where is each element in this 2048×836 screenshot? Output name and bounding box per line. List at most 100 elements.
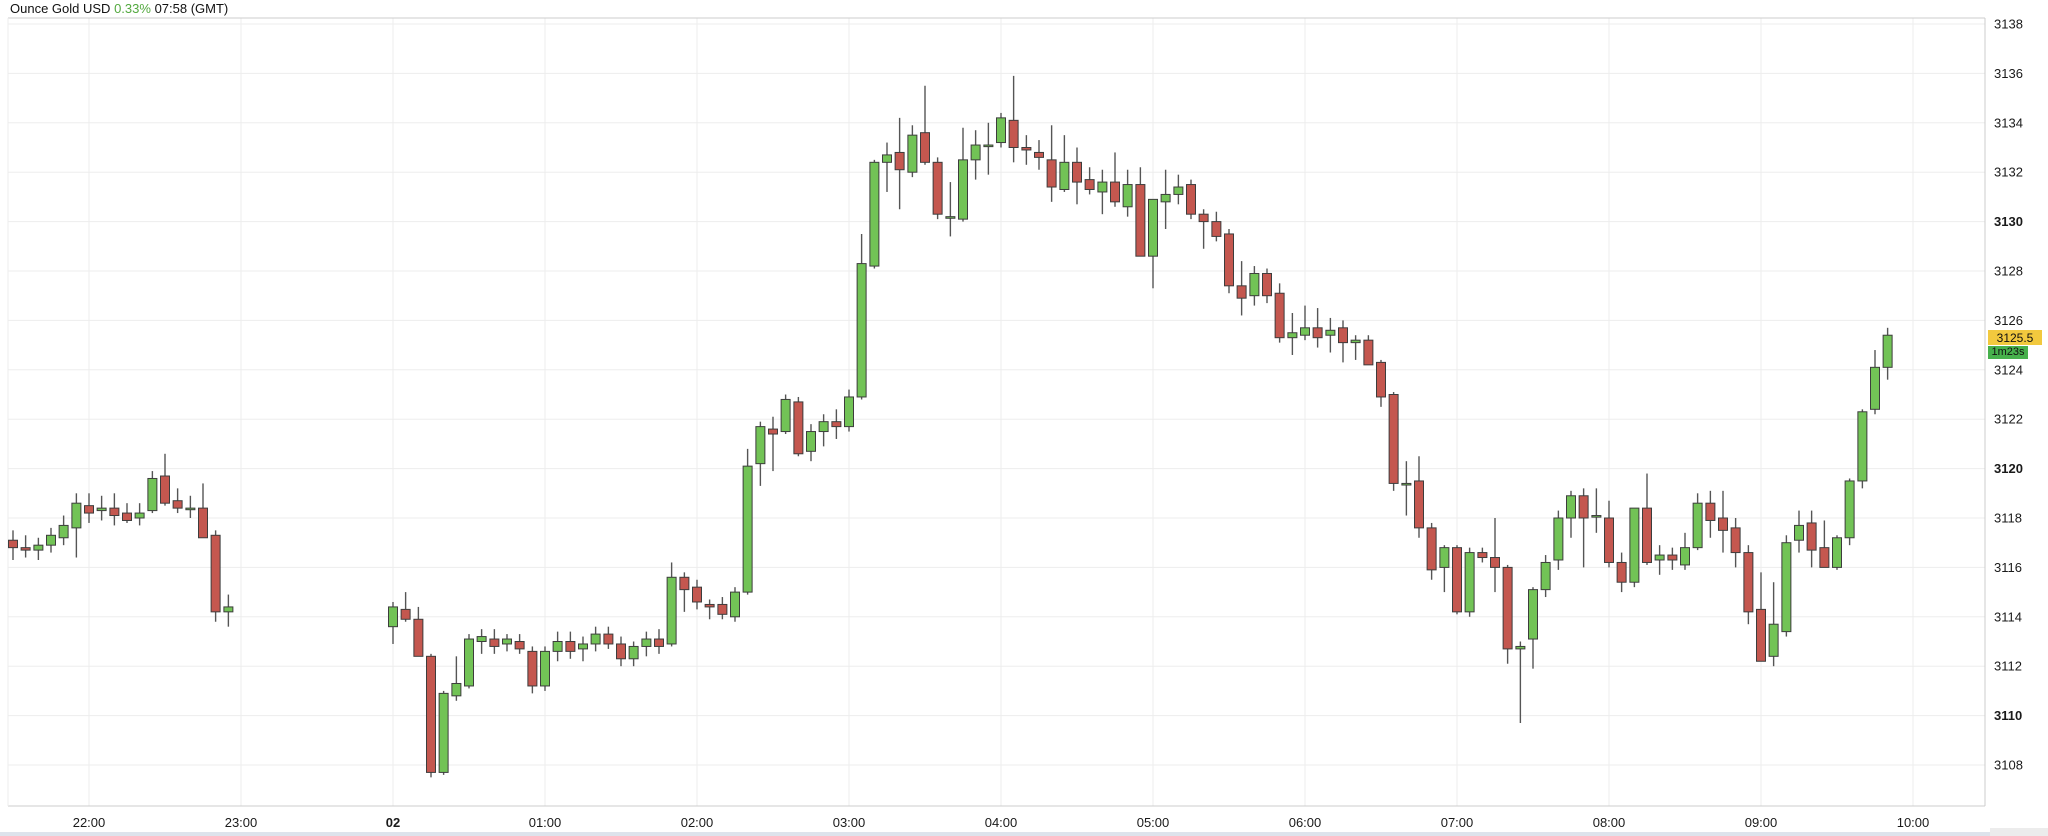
- candle-down[interactable]: [514, 641, 525, 650]
- candle-down[interactable]: [565, 641, 576, 652]
- candle-down[interactable]: [109, 507, 120, 517]
- candle-down[interactable]: [894, 151, 905, 171]
- candle-down[interactable]: [413, 618, 424, 657]
- candle-down[interactable]: [1806, 522, 1817, 551]
- candle-up[interactable]: [578, 643, 588, 650]
- candle-down[interactable]: [1021, 147, 1032, 151]
- candle-down[interactable]: [1477, 552, 1488, 559]
- candle-up[interactable]: [970, 144, 981, 161]
- candle-down[interactable]: [198, 507, 208, 539]
- candle-up[interactable]: [46, 534, 56, 546]
- candle-down[interactable]: [1756, 608, 1766, 662]
- candle-up[interactable]: [1566, 495, 1576, 519]
- candle-up[interactable]: [1249, 272, 1260, 297]
- candle-up[interactable]: [666, 576, 677, 645]
- candle-down[interactable]: [1135, 184, 1146, 257]
- candle-down[interactable]: [1426, 527, 1437, 571]
- candle-up[interactable]: [1122, 184, 1133, 208]
- candle-up[interactable]: [33, 544, 44, 551]
- candle-down[interactable]: [831, 421, 842, 428]
- candle-up[interactable]: [1680, 547, 1690, 566]
- candle-up[interactable]: [590, 633, 601, 645]
- candle-down[interactable]: [489, 638, 500, 647]
- candle-up[interactable]: [869, 161, 880, 267]
- candle-up[interactable]: [818, 421, 829, 433]
- candle-down[interactable]: [1604, 517, 1614, 563]
- candle-up[interactable]: [1160, 193, 1171, 203]
- candle-up[interactable]: [1325, 329, 1336, 336]
- candle-up[interactable]: [641, 638, 652, 647]
- candle-up[interactable]: [1844, 480, 1855, 539]
- candle-up[interactable]: [96, 507, 107, 512]
- candle-up[interactable]: [628, 645, 639, 660]
- candle-down[interactable]: [704, 603, 715, 608]
- candle-down[interactable]: [1224, 233, 1234, 287]
- candle-down[interactable]: [793, 401, 804, 455]
- candle-down[interactable]: [1718, 517, 1728, 531]
- candle-up[interactable]: [1515, 645, 1526, 650]
- candle-down[interactable]: [1578, 495, 1589, 519]
- candle-up[interactable]: [1857, 411, 1868, 482]
- candle-up[interactable]: [1350, 339, 1361, 344]
- candle-up[interactable]: [502, 638, 512, 645]
- candle-down[interactable]: [1198, 213, 1209, 223]
- candle-up[interactable]: [742, 465, 753, 593]
- candle-down[interactable]: [1490, 557, 1500, 568]
- candle-down[interactable]: [1034, 151, 1044, 158]
- candle-down[interactable]: [654, 638, 664, 647]
- candle-up[interactable]: [945, 216, 956, 219]
- candle-up[interactable]: [1794, 524, 1804, 541]
- candle-up[interactable]: [223, 606, 234, 613]
- candle-up[interactable]: [147, 477, 158, 512]
- candle-up[interactable]: [134, 512, 145, 519]
- candle-down[interactable]: [1642, 507, 1652, 563]
- candle-up[interactable]: [1692, 502, 1703, 549]
- candle-down[interactable]: [1008, 119, 1019, 149]
- candle-down[interactable]: [1262, 272, 1272, 297]
- candle-down[interactable]: [717, 603, 728, 615]
- candle-down[interactable]: [122, 512, 132, 521]
- candle-down[interactable]: [603, 633, 614, 645]
- candle-down[interactable]: [1363, 339, 1374, 366]
- candle-up[interactable]: [476, 636, 487, 642]
- candle-down[interactable]: [172, 500, 183, 509]
- candle-down[interactable]: [1819, 547, 1830, 568]
- candle-up[interactable]: [755, 426, 766, 465]
- candle-down[interactable]: [1705, 502, 1716, 521]
- candle-up[interactable]: [58, 524, 69, 539]
- candle-down[interactable]: [692, 586, 702, 603]
- candle-up[interactable]: [1654, 554, 1665, 561]
- candle-down[interactable]: [527, 650, 538, 687]
- candle-up[interactable]: [1591, 515, 1602, 518]
- candle-down[interactable]: [679, 576, 690, 591]
- candle-down[interactable]: [84, 505, 94, 514]
- candle-up[interactable]: [1768, 623, 1779, 657]
- candle-up[interactable]: [540, 650, 550, 687]
- candle-up[interactable]: [1781, 542, 1792, 633]
- candle-up[interactable]: [1540, 561, 1551, 591]
- candle-down[interactable]: [1376, 361, 1386, 398]
- candle-up[interactable]: [1553, 517, 1564, 561]
- candle-up[interactable]: [1870, 366, 1880, 410]
- candle-down[interactable]: [1616, 561, 1627, 583]
- candle-down[interactable]: [1414, 480, 1424, 529]
- candle-up[interactable]: [1300, 327, 1310, 336]
- candle-up[interactable]: [71, 502, 82, 529]
- candle-up[interactable]: [856, 263, 867, 398]
- candle-up[interactable]: [780, 398, 791, 433]
- candle-up[interactable]: [438, 692, 449, 773]
- candle-down[interactable]: [400, 608, 411, 620]
- candle-down[interactable]: [1502, 566, 1513, 650]
- candle-down[interactable]: [1186, 184, 1196, 215]
- candle-down[interactable]: [1274, 292, 1285, 339]
- candle-up[interactable]: [1439, 547, 1450, 568]
- candle-up[interactable]: [983, 144, 994, 148]
- candle-down[interactable]: [1084, 179, 1095, 190]
- candle-up[interactable]: [1464, 552, 1475, 613]
- candle-up[interactable]: [1059, 161, 1070, 190]
- candle-up[interactable]: [1173, 186, 1184, 195]
- candle-down[interactable]: [1667, 554, 1678, 561]
- candle-down[interactable]: [160, 475, 170, 504]
- candle-up[interactable]: [806, 431, 816, 452]
